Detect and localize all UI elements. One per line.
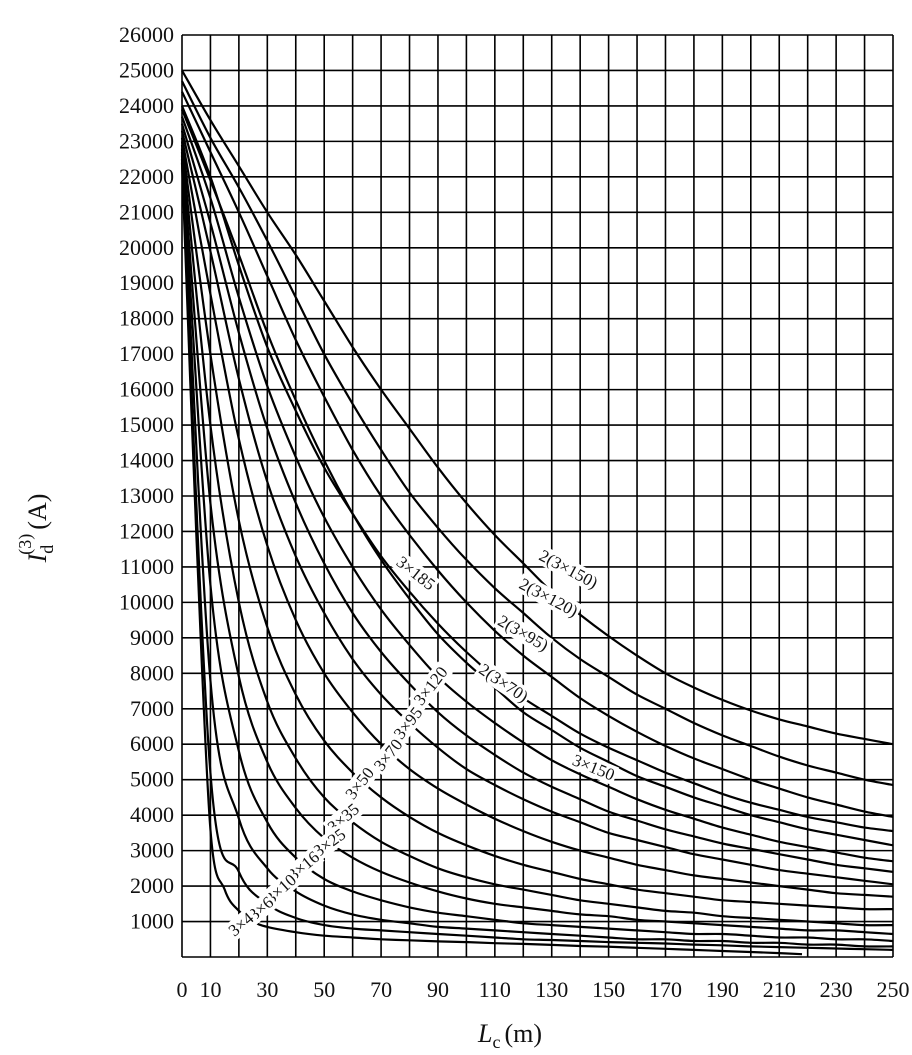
series-line [181,80,894,787]
y-tick-label: 9000 [130,625,174,650]
curve-label: 3×50 [340,762,380,805]
y-tick-label: 12000 [119,518,174,543]
curve-label-bg [368,733,408,777]
series-line [180,144,894,927]
curve-label: 3×185 [391,551,441,596]
curve-label-bg [388,701,428,745]
x-tick-label: 150 [592,977,625,1002]
curves [180,69,894,956]
series-line [180,137,894,898]
curve-label-bg [567,749,620,786]
x-tick-label: 190 [706,977,739,1002]
curve-label-bg [514,573,583,622]
y-tick-label: 15000 [119,412,174,437]
series-line [180,116,894,863]
x-tick-label: 170 [649,977,682,1002]
y-tick-label: 21000 [119,199,174,224]
x-tick-label: 110 [479,977,511,1002]
y-tick-label: 20000 [119,235,174,260]
curve-label-bg [308,823,351,862]
series-line [180,130,894,886]
x-tick-label: 70 [370,977,392,1002]
svg-text:Lc(m): Lc (m) [477,1019,542,1052]
curve-label-bg [408,661,453,711]
y-tick-label: 19000 [119,270,174,295]
x-tick-label: 0 [177,977,188,1002]
x-tick-label: 210 [763,977,796,1002]
curve-label-bg [223,906,260,942]
y-tick-label: 13000 [119,483,174,508]
series-line [180,151,894,943]
x-axis-label: Lc (m) [477,1019,542,1052]
y-tick-label: 25000 [119,57,174,82]
series-line [180,148,894,936]
curve-label-bg [534,544,603,594]
series-line [180,109,894,847]
y-tick-label: 24000 [119,93,174,118]
y-tick-label: 10000 [119,589,174,614]
curve-label-bg [492,610,554,656]
curve-label-bg [322,798,365,838]
y-tick-label: 6000 [130,731,174,756]
series-line [180,123,894,873]
curve-label-text: 3×185 [393,552,439,594]
grid [181,34,894,958]
x-tick-label: 30 [256,977,278,1002]
x-tick-labels: 0 10 30 50 70 90 110 130 150 170 190 210 230 250 [177,977,910,1002]
y-tick-label: 23000 [119,128,174,153]
svg-text:Id(3)(A): Id(3)(A) [15,494,57,564]
y-tick-label: 7000 [130,696,174,721]
x-tick-label: 50 [313,977,335,1002]
y-tick-label: 2000 [130,873,174,898]
curve-label-bg [340,762,380,805]
y-tick-label: 16000 [119,377,174,402]
y-axis-label: Id(3)(A) [15,494,57,564]
y-tick-label: 8000 [130,660,174,685]
curve-labels: 2(3×150)2(3×120)2(3×95)3×1852(3×70)3×150… [223,544,620,942]
y-tick-label: 3000 [130,838,174,863]
y-tick-label: 17000 [119,341,174,366]
series-line [181,91,894,818]
series-line [181,69,894,746]
x-tick-label: 250 [877,977,910,1002]
series-line [180,141,894,911]
y-tick-label: 11000 [120,554,174,579]
series-line [180,155,894,948]
y-tick-label: 5000 [130,767,174,792]
y-tick-labels: 1000 2000 3000 4000 5000 6000 7000 8000 9000 1000… [119,22,174,934]
y-tick-label: 18000 [119,306,174,331]
curve-label: 2(3×70) [473,658,534,708]
x-tick-label: 130 [535,977,568,1002]
x-tick-label: 230 [820,977,853,1002]
series-line [180,162,803,956]
y-tick-label: 4000 [130,802,174,827]
curve-label-bg [473,658,534,708]
y-tick-label: 14000 [119,448,174,473]
y-tick-label: 22000 [119,164,174,189]
curve-label-bg [391,551,441,596]
x-tick-label: 90 [427,977,449,1002]
y-tick-label: 26000 [119,22,174,47]
x-tick-label: 10 [199,977,221,1002]
curve-label-text: 3×120 [410,663,452,709]
series-line [180,159,894,951]
y-tick-label: 1000 [130,909,174,934]
